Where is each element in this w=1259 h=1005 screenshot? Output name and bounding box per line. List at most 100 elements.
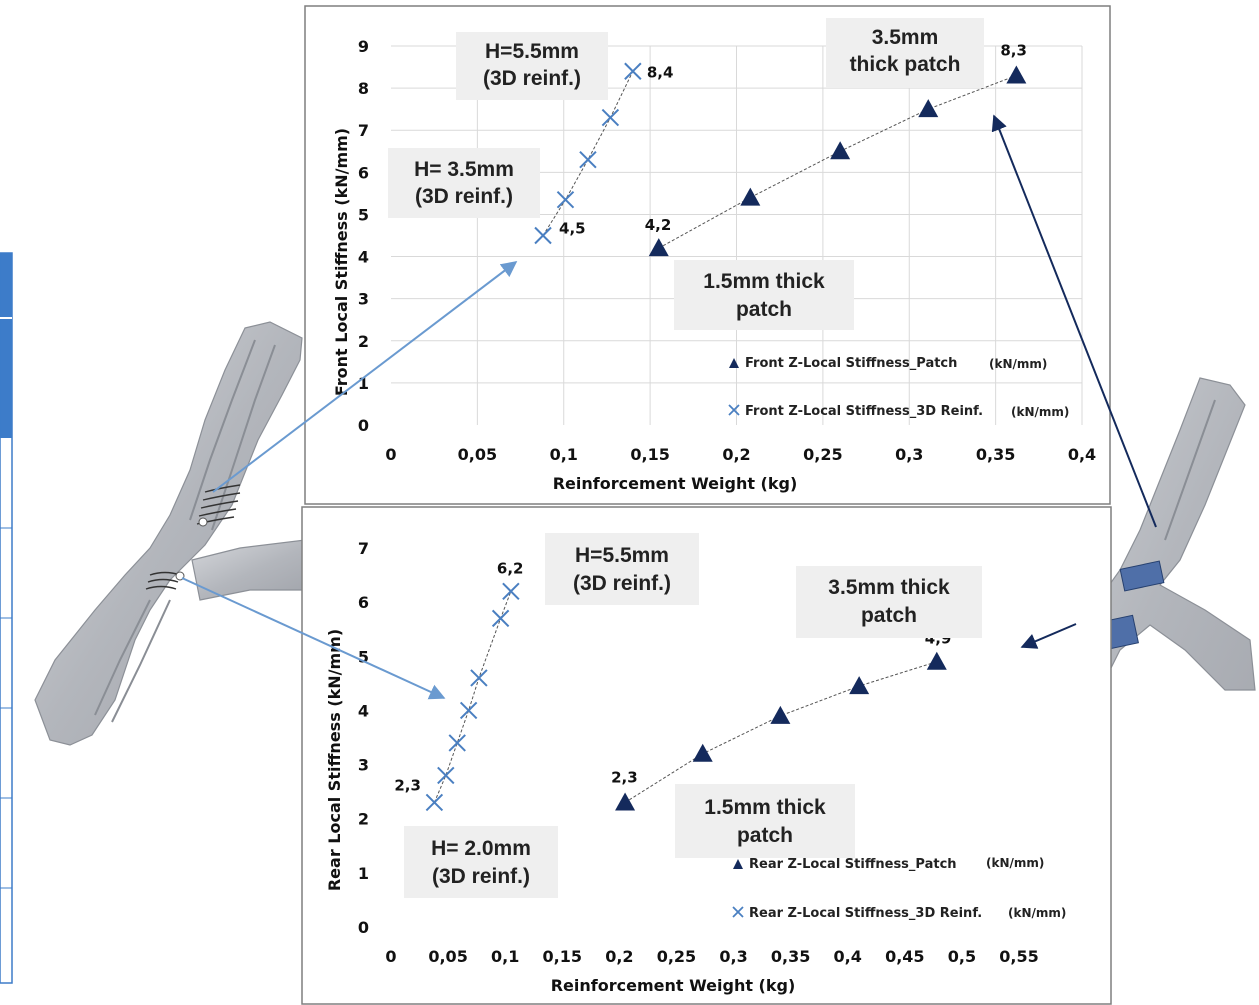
rear-legend: Rear Z-Local Stiffness_Patch (kN/mm) Rea… <box>732 856 1066 921</box>
rear-annotation-35-patch: 3.5mm thick patch <box>796 566 982 638</box>
svg-text:thick patch: thick patch <box>850 53 961 76</box>
x-tick-label: 0,05 <box>458 445 497 464</box>
front-y-axis-label: Front Local Stiffness (kN/mm) <box>332 128 351 396</box>
svg-text:H=5.5mm: H=5.5mm <box>575 544 669 567</box>
rear-annotation-h55: H=5.5mm (3D reinf.) <box>545 533 699 605</box>
y-tick-label: 2 <box>358 810 369 829</box>
y-tick-label: 8 <box>358 79 369 98</box>
series-trend-line <box>624 661 937 803</box>
patch-data-point <box>830 141 851 160</box>
patch-data-point <box>740 187 761 206</box>
svg-text:(kN/mm): (kN/mm) <box>989 357 1047 371</box>
x-tick-label: 0,1 <box>491 947 519 966</box>
svg-text:patch: patch <box>861 604 917 627</box>
reinf-data-point <box>601 108 620 127</box>
x-tick-label: 0,35 <box>771 947 810 966</box>
patch-data-point <box>926 651 947 670</box>
x-tick-label: 0,25 <box>657 947 696 966</box>
reinf-data-point <box>448 734 466 752</box>
x-tick-label: 0,05 <box>428 947 467 966</box>
data-point-label: 4,2 <box>645 216 672 234</box>
data-point-label: 8,3 <box>1000 41 1027 59</box>
x-tick-label: 0,2 <box>605 947 633 966</box>
rear-y-axis-label: Rear Local Stiffness (kN/mm) <box>325 629 344 891</box>
arrow-front-patch <box>991 114 1157 528</box>
svg-text:3.5mm thick: 3.5mm thick <box>828 576 950 599</box>
svg-text:1.5mm thick: 1.5mm thick <box>704 796 826 819</box>
x-tick-label: 0,45 <box>885 947 924 966</box>
front-annotation-h35: H= 3.5mm (3D reinf.) <box>388 148 540 218</box>
patch-data-point <box>849 676 870 695</box>
x-tick-label: 0,55 <box>999 947 1038 966</box>
front-stiffness-chart: 0 1 2 3 4 5 6 7 8 9 0 0,05 0,1 0,15 0,2 0,25 0,3 0,35 0,4… <box>332 18 1096 493</box>
x-tick-label: 0,2 <box>722 445 750 464</box>
front-markers: 8,4 4,5 4,2 8,3 <box>534 41 1027 257</box>
y-tick-label: 6 <box>358 593 369 612</box>
svg-text:H= 2.0mm: H= 2.0mm <box>431 837 531 860</box>
svg-text:(kN/mm): (kN/mm) <box>1008 906 1066 920</box>
front-annotation-15-patch: 1.5mm thick patch <box>674 260 854 330</box>
x-tick-label: 0,3 <box>895 445 923 464</box>
arrow-front-3d <box>212 261 518 493</box>
rear-markers: 6,22,3 2,34,9 <box>394 559 951 812</box>
patch-data-point <box>770 705 791 724</box>
left-table-fragment <box>0 252 13 984</box>
x-tick-label: 0,1 <box>550 445 578 464</box>
front-y-ticks: 0 1 2 3 4 5 6 7 8 9 <box>358 37 369 435</box>
y-tick-label: 1 <box>358 864 369 883</box>
x-tick-label: 0,25 <box>803 445 842 464</box>
left-part-image <box>34 321 321 746</box>
data-point-label: 2,3 <box>394 776 421 794</box>
y-tick-label: 3 <box>358 290 369 309</box>
rear-legend-x-icon <box>732 906 744 918</box>
front-x-ticks: 0 0,05 0,1 0,15 0,2 0,25 0,3 0,35 0,4 <box>385 445 1096 464</box>
reinf-data-point <box>502 582 520 601</box>
data-point-label: 2,3 <box>611 768 638 786</box>
reinf-data-point <box>556 190 575 209</box>
front-legend-patch-label: Front Z-Local Stiffness_Patch <box>745 356 957 371</box>
svg-text:patch: patch <box>736 298 792 321</box>
svg-text:(kN/mm): (kN/mm) <box>986 856 1044 870</box>
svg-text:(kN/mm): (kN/mm) <box>1011 405 1069 419</box>
rear-annotation-15-patch: 1.5mm thick patch <box>675 784 855 858</box>
rear-annotation-h20: H= 2.0mm (3D reinf.) <box>404 826 558 898</box>
svg-text:(3D reinf.): (3D reinf.) <box>573 572 671 595</box>
reinf-data-point <box>534 226 552 245</box>
patch-data-point <box>1006 65 1027 84</box>
data-point-label: 8,4 <box>647 63 674 81</box>
rear-stiffness-chart: 0 1 2 3 4 5 6 7 0 0,05 0,1 0,15 0,2 0,25 0,3 0,35 0,4 0,… <box>325 533 1066 995</box>
reinf-data-point <box>459 701 478 720</box>
x-tick-label: 0,35 <box>976 445 1015 464</box>
data-point-label: 4,5 <box>559 220 586 238</box>
rear-legend-reinf-label: Rear Z-Local Stiffness_3D Reinf. <box>749 906 982 921</box>
rear-legend-triangle-icon <box>733 859 743 869</box>
svg-text:1.5mm thick: 1.5mm thick <box>703 270 825 293</box>
rear-x-ticks: 0 0,05 0,1 0,15 0,2 0,25 0,3 0,35 0,4 0,45 0,5 0,55 <box>385 947 1038 966</box>
reinf-data-point <box>491 609 510 628</box>
y-tick-label: 0 <box>358 416 369 435</box>
y-tick-label: 1 <box>358 374 369 393</box>
front-chart-panel <box>304 5 1111 505</box>
data-point-label: 6,2 <box>497 559 524 577</box>
y-tick-label: 5 <box>358 205 369 224</box>
y-tick-label: 7 <box>358 539 369 558</box>
y-tick-label: 2 <box>358 332 369 351</box>
svg-text:3.5mm: 3.5mm <box>872 26 939 49</box>
front-legend: Front Z-Local Stiffness_Patch (kN/mm) Fr… <box>728 356 1069 419</box>
reinf-data-point <box>579 150 597 169</box>
rear-legend-patch-label: Rear Z-Local Stiffness_Patch <box>749 857 957 872</box>
svg-text:(3D reinf.): (3D reinf.) <box>483 67 581 90</box>
svg-text:(3D reinf.): (3D reinf.) <box>432 865 530 888</box>
front-annotation-h55: H=5.5mm (3D reinf.) <box>456 32 608 100</box>
arrow-rear-3d <box>181 577 446 700</box>
x-tick-label: 0 <box>385 445 396 464</box>
x-tick-label: 0,3 <box>719 947 747 966</box>
patch-data-point <box>692 743 713 762</box>
y-tick-label: 4 <box>358 701 369 720</box>
y-tick-label: 5 <box>358 647 369 666</box>
patch-data-point <box>918 99 939 118</box>
y-tick-label: 7 <box>358 121 369 140</box>
arrow-rear-patch <box>1020 623 1077 649</box>
x-tick-label: 0 <box>385 947 396 966</box>
